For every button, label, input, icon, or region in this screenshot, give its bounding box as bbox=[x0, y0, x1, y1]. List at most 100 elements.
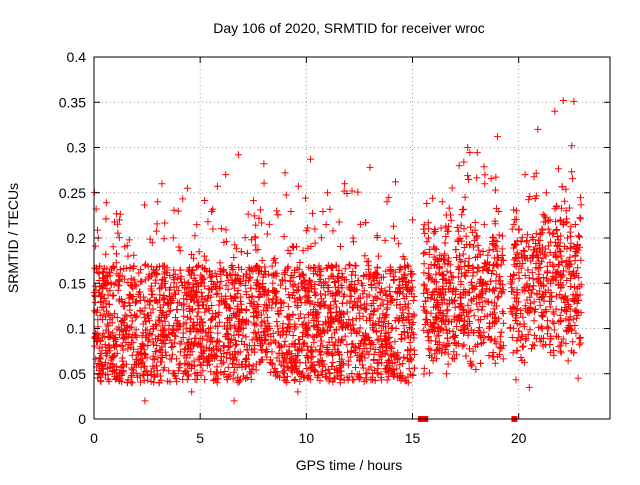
data-point bbox=[358, 352, 366, 360]
data-point bbox=[190, 325, 198, 333]
data-point bbox=[168, 325, 176, 333]
data-point bbox=[110, 291, 118, 299]
data-point bbox=[256, 206, 264, 214]
data-point bbox=[300, 314, 308, 322]
data-point bbox=[442, 224, 450, 232]
data-point bbox=[440, 275, 448, 283]
data-point bbox=[532, 192, 540, 200]
data-point bbox=[474, 316, 482, 324]
data-point bbox=[111, 376, 119, 384]
data-point bbox=[157, 317, 165, 325]
data-point bbox=[389, 350, 397, 358]
data-point bbox=[214, 311, 222, 319]
data-point bbox=[573, 249, 581, 257]
data-point bbox=[455, 264, 463, 272]
data-point bbox=[562, 315, 570, 323]
data-point bbox=[208, 207, 216, 215]
data-point bbox=[471, 218, 479, 226]
data-point bbox=[128, 371, 136, 379]
data-point bbox=[109, 263, 117, 271]
data-point bbox=[465, 254, 473, 262]
data-point bbox=[281, 337, 289, 345]
data-point bbox=[171, 291, 179, 299]
data-point bbox=[185, 302, 193, 310]
data-point bbox=[309, 306, 317, 314]
data-point bbox=[174, 207, 182, 215]
data-point bbox=[260, 179, 268, 187]
data-point bbox=[511, 241, 519, 249]
data-point bbox=[513, 320, 521, 328]
data-point bbox=[176, 364, 184, 372]
data-point bbox=[152, 335, 160, 343]
data-point bbox=[115, 297, 123, 305]
data-point bbox=[195, 302, 203, 310]
data-point bbox=[495, 208, 503, 216]
data-point bbox=[166, 378, 174, 386]
data-point bbox=[234, 325, 242, 333]
data-point bbox=[539, 273, 547, 281]
data-point bbox=[498, 344, 506, 352]
data-point bbox=[472, 365, 480, 373]
data-point bbox=[186, 307, 194, 315]
data-point bbox=[450, 332, 458, 340]
data-point bbox=[96, 292, 104, 300]
data-point bbox=[479, 339, 487, 347]
data-point bbox=[326, 319, 334, 327]
data-point bbox=[381, 236, 389, 244]
data-point bbox=[577, 215, 585, 223]
data-point bbox=[283, 324, 291, 332]
data-point bbox=[275, 310, 283, 318]
data-point bbox=[195, 339, 203, 347]
data-point bbox=[329, 341, 337, 349]
data-point bbox=[564, 234, 572, 242]
data-point bbox=[116, 375, 124, 383]
data-point bbox=[283, 264, 291, 272]
data-point bbox=[570, 267, 578, 275]
data-point bbox=[229, 375, 237, 383]
data-point bbox=[366, 163, 374, 171]
data-point bbox=[174, 326, 182, 334]
data-point bbox=[263, 313, 271, 321]
data-point bbox=[284, 246, 292, 254]
data-point bbox=[453, 223, 461, 231]
data-point bbox=[138, 340, 146, 348]
data-point bbox=[132, 313, 140, 321]
data-point bbox=[567, 223, 575, 231]
data-point bbox=[396, 372, 404, 380]
data-point bbox=[212, 290, 220, 298]
data-point bbox=[253, 262, 261, 270]
data-point bbox=[219, 268, 227, 276]
data-point bbox=[304, 354, 312, 362]
data-point bbox=[268, 271, 276, 279]
data-point bbox=[311, 301, 319, 309]
data-point bbox=[98, 350, 106, 358]
data-point bbox=[373, 295, 381, 303]
data-point bbox=[392, 178, 400, 186]
data-point bbox=[242, 270, 250, 278]
data-point bbox=[425, 234, 433, 242]
data-point bbox=[466, 149, 474, 157]
data-point bbox=[124, 345, 132, 353]
data-point bbox=[509, 288, 517, 296]
data-point bbox=[348, 271, 356, 279]
data-point bbox=[153, 220, 161, 228]
data-point bbox=[212, 368, 220, 376]
data-point bbox=[282, 191, 290, 199]
data-point bbox=[217, 277, 225, 285]
data-point bbox=[519, 247, 527, 255]
data-point bbox=[111, 337, 119, 345]
data-point bbox=[467, 306, 475, 314]
data-point bbox=[388, 367, 396, 375]
data-point bbox=[203, 332, 211, 340]
data-point bbox=[207, 315, 215, 323]
data-point bbox=[329, 351, 337, 359]
data-point bbox=[268, 348, 276, 356]
x-tick-label: 15 bbox=[405, 430, 421, 446]
data-point bbox=[529, 282, 537, 290]
data-point bbox=[226, 339, 234, 347]
data-point bbox=[158, 358, 166, 366]
data-point bbox=[179, 375, 187, 383]
data-point bbox=[375, 252, 383, 260]
data-point bbox=[393, 314, 401, 322]
data-point bbox=[364, 257, 372, 265]
